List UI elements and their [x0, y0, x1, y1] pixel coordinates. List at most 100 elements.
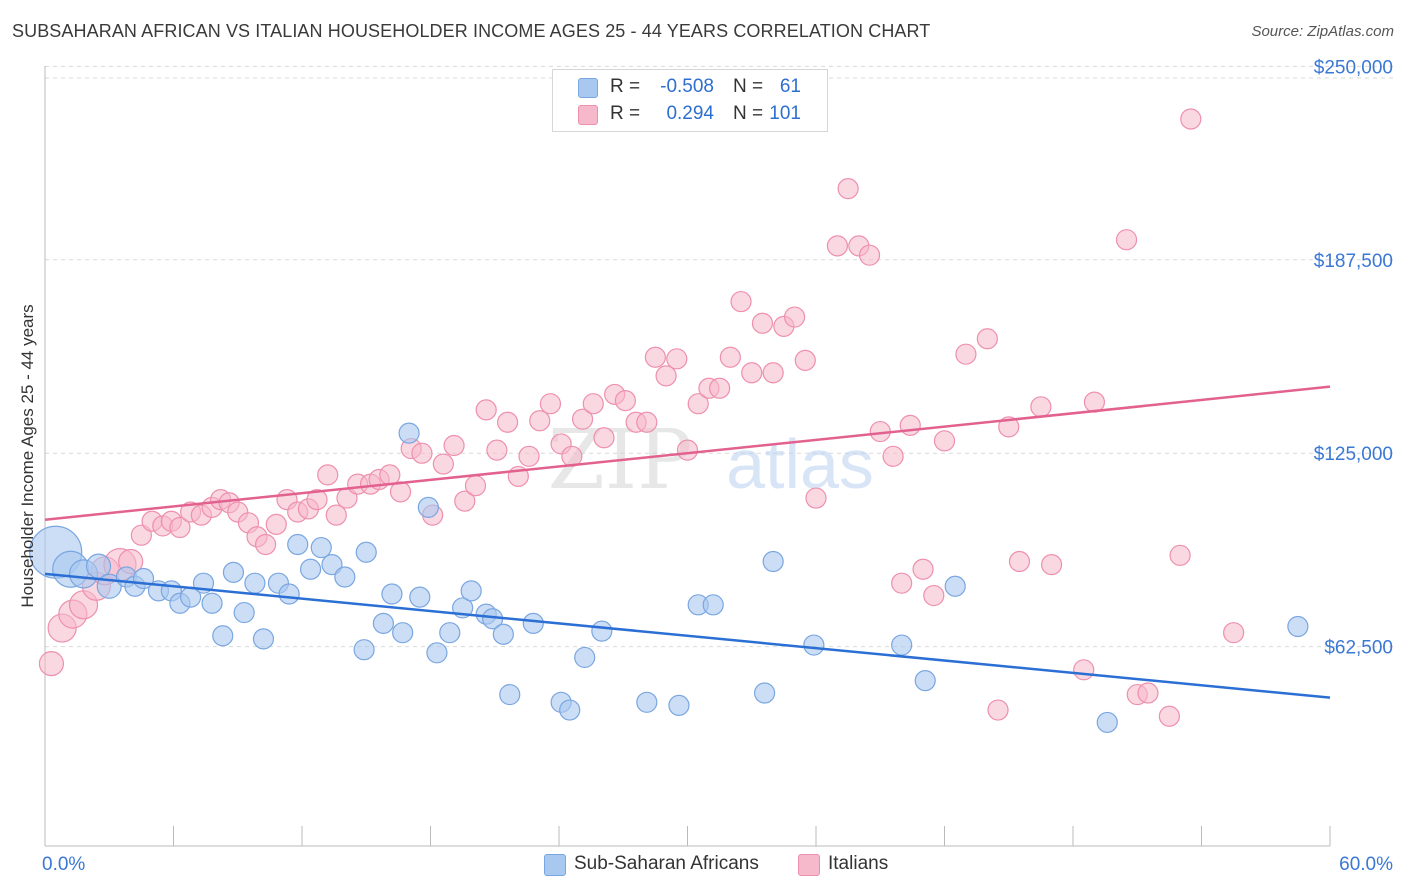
subsaharan-point — [914, 670, 936, 692]
italian-point — [411, 442, 433, 464]
italian-point — [306, 489, 328, 511]
bottom-legend-label: Sub-Saharan Africans — [574, 853, 759, 874]
italian-point — [719, 346, 741, 368]
italian-point — [987, 699, 1009, 721]
italian-point — [38, 651, 65, 677]
italian-point — [998, 416, 1020, 438]
trend-layer — [44, 385, 1331, 699]
italian-point — [912, 558, 934, 580]
subsaharan-point — [753, 682, 776, 704]
italian-point — [379, 464, 401, 486]
italian-point — [730, 290, 752, 313]
italian-point — [254, 533, 277, 556]
italian-point — [1169, 544, 1191, 566]
legend-r-label: R = — [610, 103, 641, 124]
chart-source: Source: ZipAtlas.com — [1251, 23, 1394, 40]
subsaharan-point — [591, 620, 613, 642]
legend-n-value: 101 — [769, 103, 801, 124]
subsaharan-point — [398, 422, 420, 444]
subsaharan-point — [574, 646, 596, 669]
italian-point — [614, 390, 636, 412]
italian-point — [762, 362, 784, 384]
subsaharan-point — [212, 625, 234, 647]
legend-r-label: R = — [610, 76, 641, 97]
italian-point — [265, 513, 287, 535]
bottom-legend-swatch-pink — [798, 854, 820, 876]
subsaharan-point — [201, 592, 223, 614]
subsaharan-point — [278, 583, 300, 605]
italian-point — [486, 439, 508, 461]
subsaharan-point — [222, 561, 245, 583]
italian-point — [783, 306, 806, 328]
subsaharan-trendline — [44, 572, 1331, 699]
x-tick-label: 60.0% — [1339, 854, 1393, 875]
italian-point — [325, 504, 347, 526]
subsaharan-point — [392, 622, 414, 644]
italian-point — [1008, 550, 1031, 573]
italian-point — [1223, 622, 1245, 644]
subsaharan-point — [353, 639, 375, 661]
italian-point — [891, 572, 913, 594]
subsaharan-point — [559, 699, 581, 721]
italian-point — [899, 414, 921, 436]
italian-point — [497, 411, 519, 433]
italian-point — [1115, 229, 1138, 251]
subsaharan-point — [244, 572, 266, 594]
subsaharan-point — [668, 694, 690, 716]
legend-row-italians: R = 0.294 N = 101 — [553, 101, 827, 127]
subsaharan-point — [321, 554, 343, 576]
italian-point — [1158, 705, 1180, 727]
italian-trendline — [44, 385, 1331, 521]
italian-point — [882, 445, 904, 467]
subsaharan-point — [1287, 615, 1309, 638]
italian-point — [794, 349, 816, 371]
italian-point — [464, 475, 487, 497]
y-tick-label: $62,500 — [1324, 638, 1393, 659]
italian-point — [858, 244, 881, 266]
y-axis-title: Householder Income Ages 25 - 44 years — [18, 304, 37, 608]
italian-point — [539, 393, 562, 415]
italian-point — [837, 178, 859, 200]
italian-point — [655, 365, 677, 387]
italian-point — [475, 399, 497, 421]
italian-point — [955, 343, 977, 365]
subsaharan-point — [762, 550, 784, 573]
subsaharan-point — [381, 583, 403, 605]
legend-n-value: 61 — [779, 76, 801, 97]
legend-box: R = -0.508 N = 61 R = 0.294 N = 101 — [552, 69, 828, 132]
subsaharan-point — [944, 575, 966, 597]
legend-n-label: N = — [733, 103, 764, 124]
italian-point — [317, 464, 339, 486]
italian-point — [741, 362, 763, 384]
legend-swatch-pink — [578, 105, 598, 125]
italian-point — [571, 408, 594, 430]
subsaharan-point — [439, 622, 461, 644]
y-tick-label: $125,000 — [1314, 444, 1393, 465]
italian-point — [751, 312, 774, 334]
x-tick-label: 0.0% — [42, 854, 85, 875]
y-tick-label: $187,500 — [1314, 251, 1393, 272]
subsaharan-point — [310, 536, 332, 559]
italian-point — [826, 235, 849, 257]
subsaharan-point — [636, 691, 658, 713]
italian-point — [582, 393, 604, 415]
watermark: ZIP atlas — [548, 413, 874, 508]
italian-point — [529, 410, 551, 432]
italian-point — [169, 516, 191, 539]
subsaharan-point — [702, 594, 724, 616]
subsaharan-point — [1096, 711, 1118, 734]
watermark-atlas: atlas — [726, 425, 874, 503]
italian-point — [666, 348, 688, 370]
axis-layer: $62,500 $125,000 $187,500 $250,000 0.0% 60.0% — [42, 57, 1393, 875]
y-tick-label: $250,000 — [1314, 57, 1393, 78]
italian-point — [1030, 396, 1052, 418]
italian-point — [593, 427, 615, 449]
italian-point — [1180, 108, 1202, 130]
bottom-legend-swatch-blue — [544, 854, 566, 876]
subsaharan-point — [287, 533, 309, 556]
italian-point — [454, 490, 476, 512]
subsaharan-point — [426, 642, 448, 664]
subsaharan-point — [334, 566, 356, 588]
subsaharan-point — [409, 586, 431, 608]
